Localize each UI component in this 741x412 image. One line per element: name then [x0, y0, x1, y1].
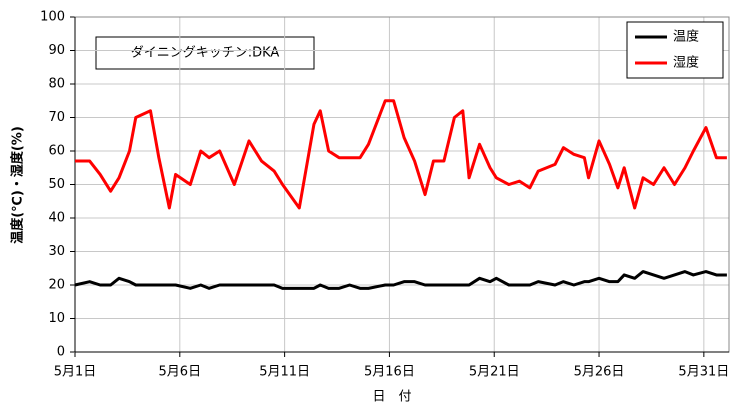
x-tick-label: 5月26日 [574, 365, 625, 380]
y-tick-label: 90 [48, 43, 65, 58]
x-tick-label: 5月16日 [364, 365, 415, 380]
y-tick-label: 0 [57, 345, 65, 360]
y-tick-label: 70 [48, 110, 65, 125]
legend-label: 湿度 [673, 55, 699, 71]
annotation: ダイニングキッチン:DKA [131, 46, 280, 61]
x-tick-label: 5月6日 [159, 365, 202, 380]
y-tick-label: 60 [48, 144, 65, 159]
y-tick-label: 40 [48, 211, 65, 226]
data-line [75, 99, 727, 210]
y-tick-label: 10 [48, 311, 65, 326]
x-tick-label: 5月21日 [469, 365, 520, 380]
y-tick-label: 80 [48, 77, 65, 92]
x-axis-label: 日 付 [372, 390, 411, 405]
y-tick-label: 50 [48, 177, 65, 192]
annotation-box [95, 36, 315, 70]
y-tick-label: 30 [48, 244, 65, 259]
y-axis-label: 温度(℃)・湿度(%) [10, 126, 26, 244]
x-tick-label: 5月31日 [678, 365, 729, 380]
legend-label: 温度 [673, 29, 699, 45]
legend-box [626, 21, 724, 79]
x-tick-label: 5月11日 [259, 365, 310, 380]
x-tick-label: 5月1日 [54, 365, 97, 380]
y-tick-label: 100 [40, 10, 65, 25]
y-tick-label: 20 [48, 278, 65, 293]
data-line [74, 270, 727, 290]
